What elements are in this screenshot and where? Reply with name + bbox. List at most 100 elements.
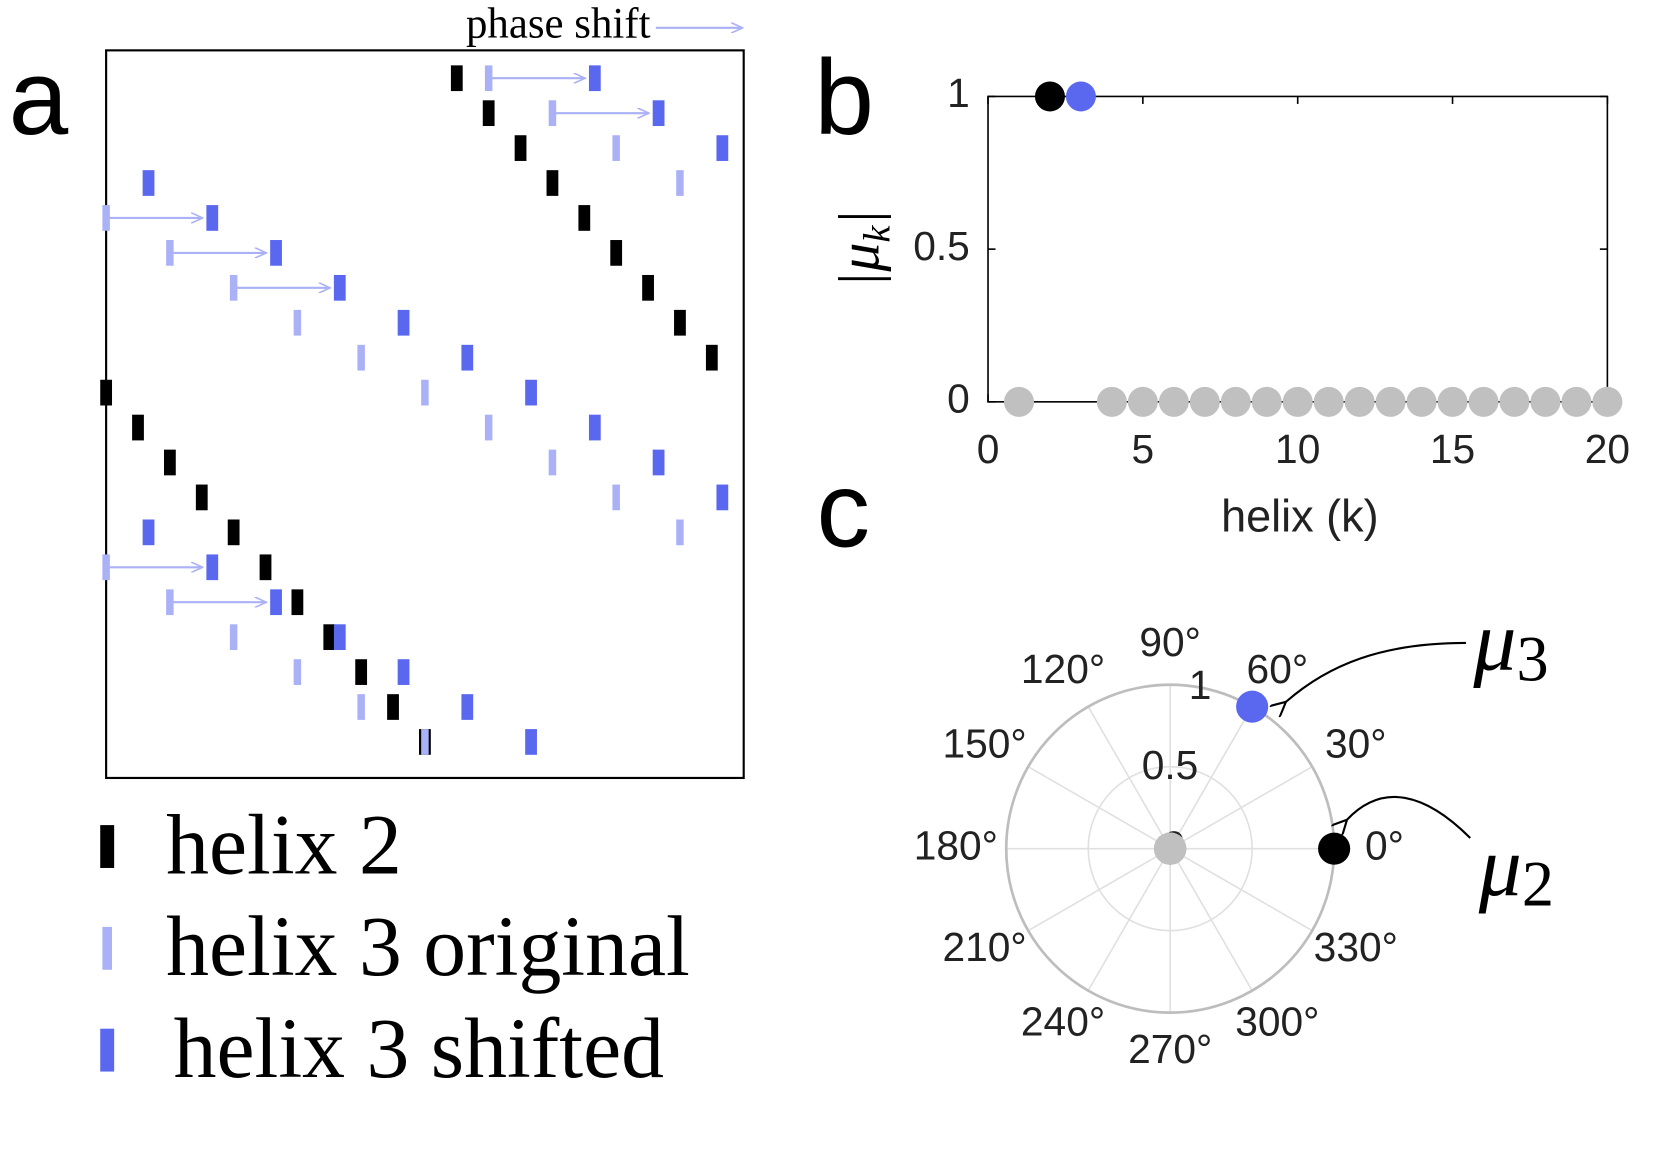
y-axis-label-part: |μ xyxy=(827,243,892,288)
annotation: phase shift xyxy=(466,1,651,48)
helix-mark xyxy=(461,694,474,720)
annotation-arrow xyxy=(1286,641,1466,702)
helix-mark xyxy=(610,240,623,266)
theta-tick-label: 90° xyxy=(1139,619,1201,665)
helix-mark xyxy=(270,589,282,616)
helix-mark xyxy=(676,170,684,196)
helix-mark xyxy=(612,484,620,511)
helix-mark xyxy=(705,344,718,371)
annotation-part: μ xyxy=(1478,819,1522,914)
data-point xyxy=(1236,690,1269,723)
helix-mark xyxy=(357,344,365,371)
helix-mark xyxy=(652,449,665,476)
helix-mark xyxy=(612,135,620,161)
theta-tick-label: 30° xyxy=(1325,721,1387,767)
helix-mark xyxy=(482,100,495,127)
r-grid-line xyxy=(1087,765,1253,932)
legend-swatch xyxy=(100,825,115,868)
panel-label: a xyxy=(9,37,69,157)
helix-mark xyxy=(546,170,559,196)
data-point xyxy=(1220,386,1251,417)
plot-frame xyxy=(987,95,1609,403)
theta-tick-label: 210° xyxy=(942,924,1026,970)
legend-label: helix 3 original xyxy=(166,899,690,994)
helix-mark xyxy=(163,449,176,476)
helix-mark xyxy=(357,694,365,720)
data-point xyxy=(1158,386,1189,417)
data-point xyxy=(1437,386,1468,417)
data-point xyxy=(1318,832,1351,865)
data-point xyxy=(1127,386,1158,417)
helix-mark xyxy=(293,309,302,336)
theta-tick-label: 300° xyxy=(1235,999,1319,1045)
helix-mark xyxy=(142,519,155,546)
helix-mark xyxy=(333,624,346,651)
helix-mark xyxy=(676,519,684,546)
helix-mark xyxy=(229,624,238,651)
data-point xyxy=(1530,386,1561,417)
theta-tick-label: 60° xyxy=(1247,646,1309,692)
helix-mark xyxy=(652,100,665,127)
data-point xyxy=(1096,386,1127,417)
r-tick-label: 0.5 xyxy=(1142,742,1199,788)
helix-mark xyxy=(461,344,474,371)
helix-mark xyxy=(259,554,272,581)
data-point xyxy=(1154,832,1187,865)
helix-mark xyxy=(548,449,557,476)
helix-mark xyxy=(293,659,302,685)
annotation: μ3 xyxy=(1472,594,1548,695)
helix-mark xyxy=(195,484,208,511)
helix-mark xyxy=(484,414,493,441)
data-point xyxy=(1003,386,1034,417)
plot-frame xyxy=(105,49,745,780)
data-point xyxy=(1034,81,1065,112)
theta-tick-label: 180° xyxy=(914,822,998,868)
data-point xyxy=(1189,386,1220,417)
y-tick-label: 0 xyxy=(947,376,970,422)
theta-tick-label: 240° xyxy=(1021,999,1105,1045)
y-axis-label-part: k xyxy=(856,225,898,243)
theta-tick-label: 330° xyxy=(1314,924,1398,970)
data-point xyxy=(1251,386,1282,417)
theta-tick-label: 150° xyxy=(942,721,1026,767)
theta-tick-label: 0° xyxy=(1365,822,1404,868)
helix-mark xyxy=(132,414,144,441)
x-axis-label: helix (k) xyxy=(1221,491,1379,542)
data-point xyxy=(1313,386,1344,417)
helix-mark xyxy=(421,379,429,406)
theta-tick-label: 270° xyxy=(1128,1026,1212,1072)
helix-mark xyxy=(716,135,729,161)
x-tick-label: 20 xyxy=(1585,426,1630,472)
helix-mark xyxy=(421,729,429,755)
x-tick-label: 0 xyxy=(977,426,1000,472)
annotation-part: μ xyxy=(1472,594,1516,689)
helix-mark xyxy=(387,694,399,720)
legend-swatch xyxy=(102,926,113,970)
data-point xyxy=(1375,386,1406,417)
data-point xyxy=(1468,386,1499,417)
y-axis-label: |μk| xyxy=(827,210,899,288)
helix-mark xyxy=(588,65,601,92)
helix-mark xyxy=(588,414,601,441)
helix-mark xyxy=(525,379,537,406)
r-tick-label: 1 xyxy=(1189,662,1212,708)
helix-mark xyxy=(206,205,219,231)
helix-mark xyxy=(397,309,410,336)
data-point xyxy=(1561,386,1592,417)
helix-mark xyxy=(227,519,240,546)
annotation: μ2 xyxy=(1478,819,1554,920)
helix-mark xyxy=(270,240,282,266)
annotation-arrow xyxy=(1347,796,1471,839)
x-tick-label: 10 xyxy=(1275,426,1320,472)
helix-mark xyxy=(323,624,336,651)
helix-mark xyxy=(450,65,463,92)
annotation-part: 2 xyxy=(1522,848,1554,919)
helix-mark xyxy=(397,659,410,685)
helix-mark xyxy=(514,135,527,161)
helix-mark xyxy=(525,729,537,755)
data-point xyxy=(1406,386,1437,417)
panel-label: c xyxy=(817,449,871,569)
helix-mark xyxy=(206,554,219,581)
helix-mark xyxy=(291,589,304,616)
